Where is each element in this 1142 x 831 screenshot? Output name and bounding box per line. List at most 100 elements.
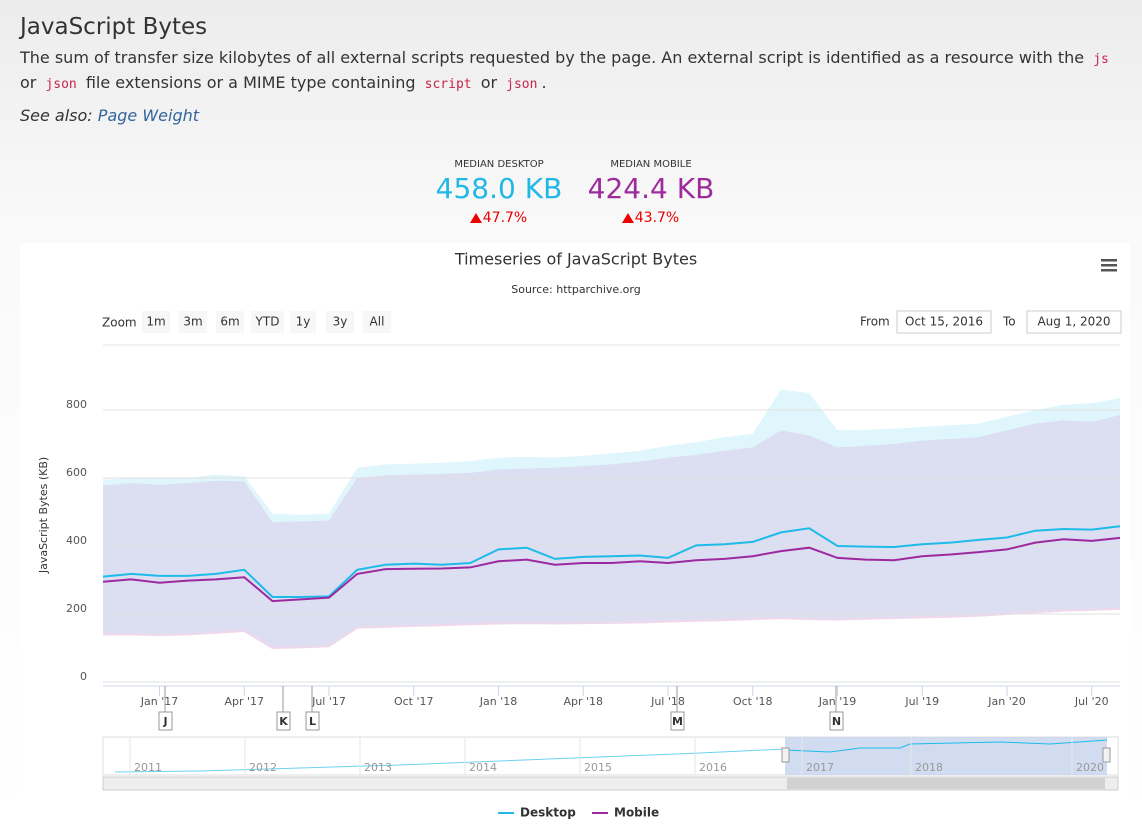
- legend-label: Desktop: [520, 806, 576, 820]
- chart-subtitle: Source: httparchive.org: [511, 283, 640, 296]
- x-tick-label: Jul '20: [1074, 695, 1109, 708]
- to-input[interactable]: [1026, 310, 1122, 334]
- x-tick-label: Jul '19: [904, 695, 939, 708]
- x-tick-label: Jul '17: [311, 695, 346, 708]
- up-arrow: [622, 213, 634, 223]
- zoom-button[interactable]: 1m: [142, 311, 170, 333]
- x-tick-label: Oct '17: [394, 695, 434, 708]
- x-tick-label: Apr '18: [563, 695, 603, 708]
- code: json: [45, 77, 77, 92]
- button-bg[interactable]: [326, 311, 354, 333]
- code: script: [424, 77, 472, 92]
- to-label: To: [1002, 315, 1016, 329]
- navigator-line: [784, 739, 1108, 753]
- x-tick-label: Jan '20: [987, 695, 1025, 708]
- x-tick-label: Jul '18: [650, 695, 685, 708]
- chart-title: Timeseries of JavaScript Bytes: [454, 250, 697, 269]
- y-tick-label: 800: [66, 398, 87, 411]
- x-tick-label: Jan '19: [818, 695, 856, 708]
- code: js: [1093, 52, 1109, 67]
- x-tick-label: Oct '18: [733, 695, 773, 708]
- series-line: [102, 536, 1121, 603]
- navigator-year: 2013: [364, 761, 392, 774]
- description: The sum of transfer size kilobytes of al…: [20, 46, 1130, 96]
- legend-item[interactable]: Mobile: [592, 806, 659, 820]
- band-low-edge: [103, 607, 1121, 650]
- flag[interactable]: [305, 711, 320, 731]
- up-arrow: [470, 213, 482, 223]
- text: or: [20, 73, 42, 92]
- zoom-label: Zoom: [102, 316, 137, 330]
- code: json: [506, 77, 538, 92]
- stat-change: 43.7%: [635, 210, 679, 226]
- navigator-handle[interactable]: [1102, 747, 1111, 763]
- to-value: Aug 1, 2020: [1037, 315, 1110, 329]
- y-tick-label: 400: [66, 534, 87, 547]
- legend-item[interactable]: Desktop: [498, 806, 576, 820]
- flag[interactable]: [158, 711, 173, 731]
- navigator-year: 2012: [249, 761, 277, 774]
- zoom-button[interactable]: 1y: [290, 311, 316, 333]
- navigator-line: [114, 748, 786, 773]
- flag[interactable]: [276, 711, 291, 731]
- button-bg[interactable]: [363, 311, 391, 333]
- navigator-handle[interactable]: [781, 747, 790, 763]
- button-bg[interactable]: [216, 311, 244, 333]
- menu-icon[interactable]: [1101, 259, 1117, 272]
- from-input[interactable]: [896, 310, 992, 334]
- y-tick-label: 0: [80, 670, 87, 683]
- button-label[interactable]: 1y: [296, 315, 311, 329]
- flag[interactable]: [670, 711, 685, 731]
- flag-label: K: [279, 715, 288, 728]
- y-tick-label: 200: [66, 602, 87, 615]
- navigator-year: 2015: [584, 761, 612, 774]
- title: JavaScript Bytes: [20, 14, 208, 40]
- button-bg[interactable]: [179, 311, 207, 333]
- text: .: [541, 73, 547, 92]
- button-bg[interactable]: [251, 311, 284, 333]
- y-tick-label: 600: [66, 466, 87, 479]
- navigator-year: 2017: [806, 761, 834, 774]
- x-tick-label: Jan '17: [140, 695, 178, 708]
- from-value: Oct 15, 2016: [905, 315, 983, 329]
- flag-label: N: [832, 715, 841, 728]
- from-label: From: [860, 315, 890, 329]
- stat-change: 47.7%: [483, 210, 527, 226]
- header: JavaScript Bytes The sum of transfer siz…: [20, 14, 1130, 127]
- text: file extensions or a MIME type containin…: [80, 73, 421, 92]
- button-label[interactable]: 1m: [146, 315, 165, 329]
- button-bg[interactable]: [290, 311, 316, 333]
- scrollbar-thumb[interactable]: [787, 778, 1105, 789]
- navigator-year: 2014: [469, 761, 497, 774]
- stat-value: 424.4 KB: [588, 172, 715, 205]
- button-bg[interactable]: [142, 311, 170, 333]
- see-also: See also: Page Weight: [20, 104, 1130, 127]
- button-label[interactable]: 3m: [183, 315, 202, 329]
- button-label[interactable]: YTD: [255, 315, 280, 329]
- button-label[interactable]: 6m: [220, 315, 239, 329]
- zoom-button[interactable]: 3m: [179, 311, 207, 333]
- stat-value: 458.0 KB: [436, 172, 563, 205]
- zoom-button[interactable]: YTD: [251, 311, 284, 333]
- range-band: [103, 415, 1120, 648]
- legend-label: Mobile: [614, 806, 659, 820]
- zoom-button[interactable]: 6m: [216, 311, 244, 333]
- link[interactable]: Page Weight: [97, 106, 200, 125]
- navigator-year: 2018: [915, 761, 943, 774]
- button-label[interactable]: 3y: [333, 315, 348, 329]
- stat-label: MEDIAN MOBILE: [610, 159, 691, 170]
- button-label[interactable]: All: [370, 315, 385, 329]
- text: The sum of transfer size kilobytes of al…: [20, 48, 1090, 67]
- navigator-year: 2011: [134, 761, 162, 774]
- zoom-button[interactable]: All: [363, 311, 391, 333]
- flag-label: L: [309, 715, 316, 728]
- text: or: [475, 73, 503, 92]
- x-tick-label: Jan '18: [479, 695, 517, 708]
- x-tick-label: Apr '17: [224, 695, 264, 708]
- zoom-button[interactable]: 3y: [326, 311, 354, 333]
- stat-label: MEDIAN DESKTOP: [454, 159, 543, 170]
- navigator-year: 2016: [699, 761, 727, 774]
- flag[interactable]: [829, 711, 844, 731]
